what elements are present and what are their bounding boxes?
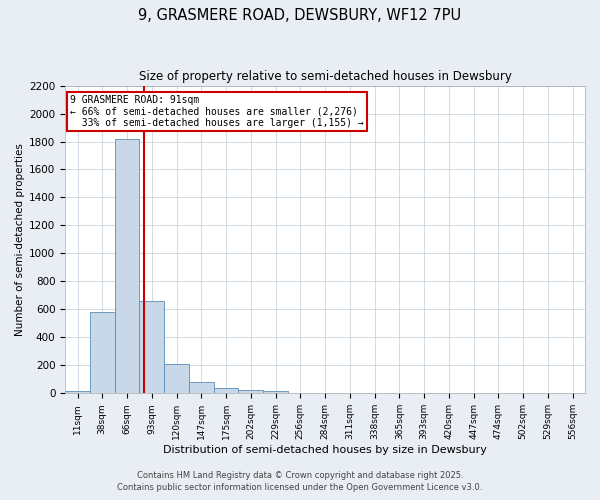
Bar bbox=[238, 390, 263, 394]
Y-axis label: Number of semi-detached properties: Number of semi-detached properties bbox=[15, 143, 25, 336]
Bar bbox=[164, 364, 189, 394]
X-axis label: Distribution of semi-detached houses by size in Dewsbury: Distribution of semi-detached houses by … bbox=[163, 445, 487, 455]
Text: 9 GRASMERE ROAD: 91sqm
← 66% of semi-detached houses are smaller (2,276)
  33% o: 9 GRASMERE ROAD: 91sqm ← 66% of semi-det… bbox=[70, 95, 364, 128]
Bar bbox=[189, 382, 214, 394]
Title: Size of property relative to semi-detached houses in Dewsbury: Size of property relative to semi-detach… bbox=[139, 70, 512, 83]
Bar bbox=[65, 390, 90, 394]
Bar bbox=[214, 388, 238, 394]
Bar bbox=[139, 301, 164, 394]
Text: 9, GRASMERE ROAD, DEWSBURY, WF12 7PU: 9, GRASMERE ROAD, DEWSBURY, WF12 7PU bbox=[139, 8, 461, 22]
Text: Contains HM Land Registry data © Crown copyright and database right 2025.
Contai: Contains HM Land Registry data © Crown c… bbox=[118, 471, 482, 492]
Bar bbox=[90, 312, 115, 394]
Bar bbox=[263, 390, 288, 394]
Bar bbox=[288, 392, 313, 394]
Bar bbox=[115, 138, 139, 394]
